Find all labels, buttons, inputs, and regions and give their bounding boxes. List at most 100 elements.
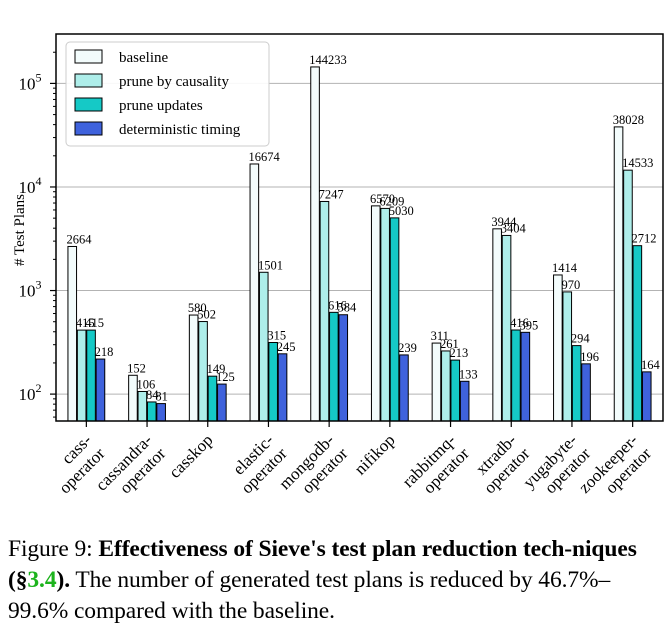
- bar-value-label: 164: [641, 358, 661, 372]
- bar-value-label: 261: [440, 337, 459, 351]
- bar-value-label: 38028: [613, 113, 644, 127]
- legend-swatch: [74, 97, 103, 112]
- bar: [329, 311, 339, 422]
- legend: baseline prune by causality prune updates d…: [65, 41, 270, 147]
- bar-value-label: 239: [398, 341, 417, 355]
- x-tick-label: xtradb-operator: [472, 430, 534, 497]
- x-tick-label: mongodb-operator: [275, 430, 352, 497]
- x-tick-label: nifikop: [351, 430, 399, 478]
- bar-value-label: 395: [520, 318, 539, 332]
- x-tick-label: cassandra-operator: [92, 430, 170, 497]
- y-tick-label: 105: [19, 70, 42, 93]
- x-tick-label: yugabyte-operator: [519, 430, 594, 497]
- bar-value-label: 196: [580, 350, 599, 364]
- bar: [380, 207, 390, 422]
- bar-value-label: 415: [85, 316, 104, 330]
- x-tick-label: elastic-operator: [229, 430, 291, 497]
- bar: [268, 342, 278, 422]
- bar: [95, 358, 106, 422]
- bar-value-label: 3404: [501, 221, 527, 235]
- bar: [86, 329, 96, 422]
- bar: [277, 353, 288, 422]
- bar: [632, 245, 643, 422]
- bar-value-label: 584: [337, 301, 357, 315]
- bar-value-label: 245: [277, 340, 296, 354]
- bar: [581, 363, 591, 422]
- section-ref-link[interactable]: 3.4: [27, 567, 57, 593]
- y-tick-label: 103: [19, 278, 42, 301]
- x-tick-label: casskop: [165, 430, 216, 481]
- caption-body: The number of generated test plans is re…: [8, 567, 611, 624]
- plot-frame: [55, 33, 664, 422]
- bar: [310, 66, 320, 422]
- bar: [258, 271, 269, 422]
- legend-swatch: [74, 49, 103, 64]
- bar: [338, 314, 349, 422]
- bar-value-label: 315: [267, 329, 286, 343]
- caption-title: Effectiveness of Sieve's test plan reduc…: [8, 536, 637, 593]
- bar: [370, 205, 381, 422]
- x-tick-label: zookeeper-operator: [575, 430, 655, 497]
- x-tick-label: rabbitmq-operator: [399, 430, 474, 497]
- legend-swatch: [74, 73, 103, 88]
- y-tick-label: 102: [19, 381, 42, 404]
- bar-value-label: 415: [76, 316, 95, 330]
- bar-value-label: 294: [571, 332, 591, 346]
- bar: [441, 350, 451, 422]
- bar-value-label: 616: [328, 298, 347, 312]
- bar-value-label: 152: [127, 361, 146, 375]
- legend-swatch: [74, 121, 103, 136]
- bar-value-label: 1501: [258, 258, 283, 272]
- bar: [613, 126, 624, 422]
- bar-value-label: 106: [137, 377, 156, 391]
- bar-value-label: 84: [146, 388, 159, 402]
- bar-value-label: 16674: [249, 150, 281, 164]
- legend-label: deterministic timing: [119, 122, 241, 138]
- legend-label: prune updates: [119, 98, 203, 114]
- bar-value-label: 144233: [309, 53, 347, 67]
- bar: [641, 371, 652, 422]
- bar-value-label: 3944: [491, 215, 517, 229]
- legend-box: [65, 41, 270, 147]
- y-axis-label: # Test Plans: [12, 194, 28, 266]
- bar-value-label: 213: [449, 346, 468, 360]
- bar: [520, 331, 531, 422]
- bar-value-label: 970: [561, 278, 580, 292]
- svg-text:casskop: casskop: [165, 430, 216, 481]
- bar-value-label: 149: [207, 362, 226, 376]
- bar: [562, 291, 573, 422]
- bar: [492, 228, 502, 422]
- bar: [249, 163, 260, 422]
- bar: [76, 329, 87, 422]
- figure-caption: Figure 9: Effectiveness of Sieve's test …: [8, 534, 663, 627]
- legend-label: prune by causality: [119, 74, 229, 90]
- bar: [188, 314, 199, 422]
- bar-value-label: 6570: [370, 192, 395, 206]
- bar-value-label: 133: [459, 367, 478, 381]
- bar-value-label: 6209: [379, 194, 404, 208]
- bar: [431, 342, 442, 422]
- legend-label: baseline: [119, 50, 168, 66]
- bar: [399, 354, 409, 422]
- bar-value-label: 7247: [319, 187, 344, 201]
- bar-value-label: 416: [510, 316, 529, 330]
- bar: [553, 274, 563, 422]
- bar: [623, 169, 633, 422]
- bar: [459, 380, 470, 422]
- bar-value-label: 311: [431, 329, 449, 343]
- bar: [156, 403, 166, 422]
- bar: [217, 383, 227, 422]
- bar-value-label: 2664: [66, 232, 92, 246]
- bar-value-label: 5030: [389, 204, 414, 218]
- svg-text:nifikop: nifikop: [351, 430, 399, 478]
- bar-value-label: 81: [155, 390, 168, 404]
- bar: [511, 329, 521, 422]
- bar-value-label: 502: [197, 308, 216, 322]
- bar-value-label: 580: [188, 301, 207, 315]
- y-tick-label: 104: [19, 174, 42, 197]
- bar-value-label: 1414: [552, 261, 578, 275]
- bar: [67, 245, 78, 422]
- bar: [146, 401, 157, 422]
